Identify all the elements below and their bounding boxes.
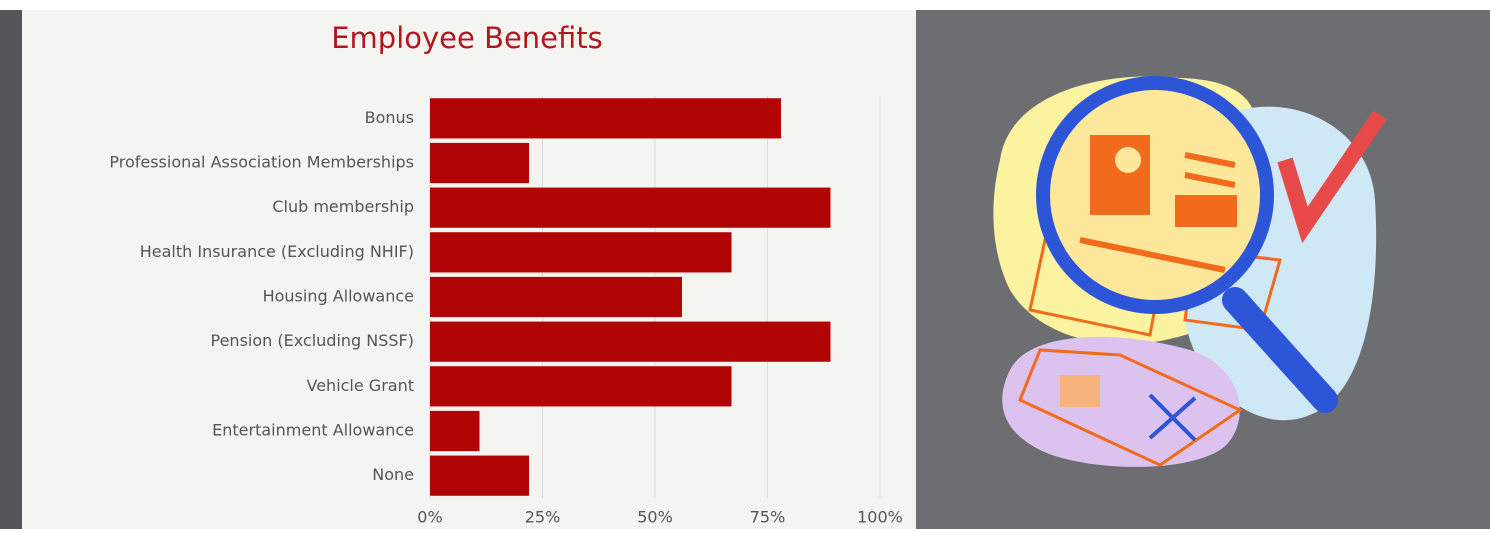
chart-title: Employee Benefits (331, 21, 603, 55)
portrait-head (1115, 147, 1141, 173)
bar (430, 455, 529, 496)
bar (430, 232, 732, 273)
y-tick-label: Entertainment Allowance (212, 421, 414, 440)
y-tick-label: None (372, 465, 414, 484)
x-mark (1148, 393, 1197, 442)
magnifier-handle (1222, 287, 1338, 413)
card-lines (1079, 152, 1236, 273)
bar (430, 366, 732, 407)
card-block (1175, 195, 1237, 227)
bar (430, 321, 831, 362)
check-mark (1277, 110, 1387, 244)
y-tick-label: Vehicle Grant (307, 376, 415, 395)
bar (430, 410, 480, 452)
photo (1060, 375, 1100, 407)
bar (430, 276, 682, 318)
y-tick-label: Professional Association Memberships (109, 153, 414, 172)
x-tick-label: 0% (417, 508, 442, 527)
bar (430, 187, 831, 228)
y-tick-label: Pension (Excluding NSSF) (211, 331, 415, 350)
y-tick-label: Club membership (272, 197, 414, 216)
y-tick-label: Health Insurance (Excluding NHIF) (140, 242, 414, 261)
portrait (1090, 135, 1150, 215)
y-tick-label: Housing Allowance (263, 287, 414, 306)
left-strip (0, 10, 22, 529)
x-tick-label: 100% (857, 508, 903, 527)
illustration (993, 76, 1387, 467)
purple-blob (1002, 336, 1240, 467)
bar (430, 142, 529, 184)
bar (430, 98, 781, 139)
x-tick-label: 50% (637, 508, 673, 527)
y-tick-label: Bonus (365, 108, 414, 127)
x-tick-label: 25% (525, 508, 561, 527)
x-tick-label: 75% (750, 508, 786, 527)
